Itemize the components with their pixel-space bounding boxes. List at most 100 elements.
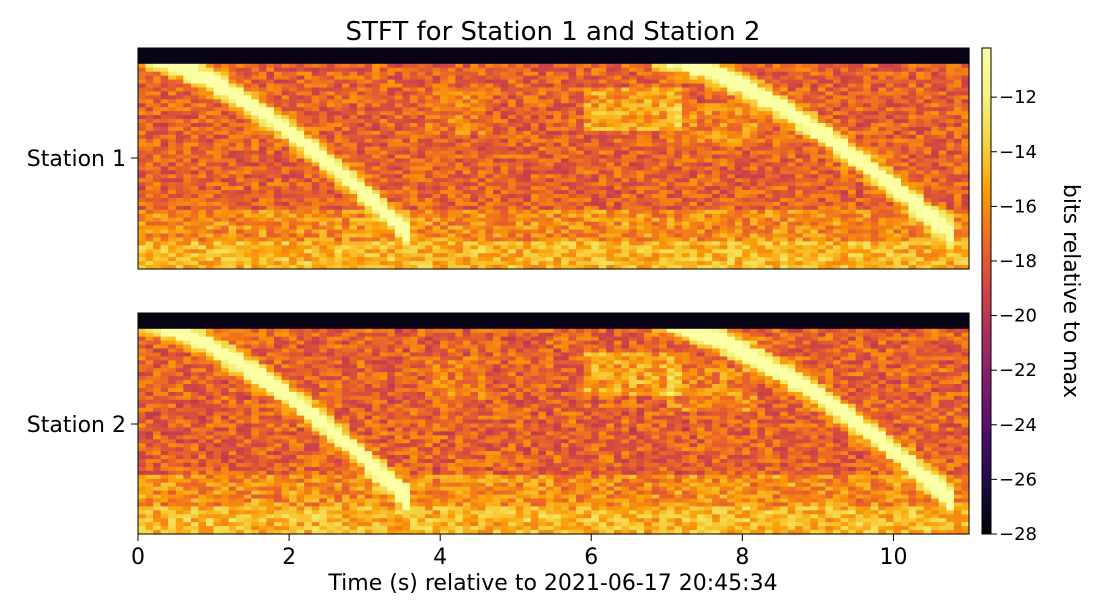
spectrogram-cell xyxy=(425,146,434,152)
spectrogram-cell xyxy=(213,249,222,254)
spectrogram-cell xyxy=(780,91,789,96)
spectrogram-cell xyxy=(168,174,177,179)
spectrogram-cell xyxy=(644,51,653,57)
spectrogram-cell xyxy=(251,75,260,81)
spectrogram-cell xyxy=(583,134,592,140)
spectrogram-cell xyxy=(621,130,630,136)
spectrogram-cell xyxy=(364,158,373,164)
spectrogram-cell xyxy=(266,166,275,171)
spectrogram-cell xyxy=(281,111,290,116)
spectrogram-cell xyxy=(598,205,607,211)
spectrogram-cell xyxy=(183,103,192,108)
spectrogram-cell xyxy=(561,95,570,100)
spectrogram-cell xyxy=(772,257,781,262)
spectrogram-cell xyxy=(795,138,804,144)
spectrogram-cell xyxy=(273,249,283,254)
spectrogram-cell xyxy=(689,63,698,69)
spectrogram-cell xyxy=(243,229,252,235)
spectrogram-cell xyxy=(266,257,275,262)
spectrogram-cell xyxy=(470,119,479,124)
spectrogram-cell xyxy=(425,59,434,65)
spectrogram-cell xyxy=(697,122,706,128)
spectrogram-cell xyxy=(598,111,607,116)
spectrogram-cell xyxy=(296,213,305,219)
spectrogram-cell xyxy=(372,257,381,262)
spectrogram-cell xyxy=(530,119,539,124)
spectrogram-cell xyxy=(228,213,237,219)
spectrogram-cell xyxy=(175,87,184,93)
spectrogram-cell xyxy=(213,194,222,199)
spectrogram-cell xyxy=(289,194,298,199)
spectrogram-cell xyxy=(394,166,403,171)
spectrogram-cell xyxy=(636,99,645,104)
spectrogram-cell xyxy=(243,91,252,96)
spectrogram-cell xyxy=(749,190,759,195)
spectrogram-cell xyxy=(243,130,252,136)
spectrogram-cell xyxy=(719,126,728,132)
spectrogram-cell xyxy=(372,158,381,164)
spectrogram-cell xyxy=(704,142,713,148)
spectrogram-cell xyxy=(160,194,169,199)
spectrogram-cell xyxy=(440,95,449,100)
spectrogram-cell xyxy=(493,209,502,215)
spectrogram-cell xyxy=(251,245,260,250)
spectrogram-cell xyxy=(175,249,184,254)
spectrogram-cell xyxy=(802,190,811,195)
spectrogram-cell xyxy=(258,253,268,258)
spectrogram-cell xyxy=(417,91,426,96)
spectrogram-cell xyxy=(772,261,781,266)
spectrogram-cell xyxy=(311,213,320,219)
spectrogram-cell xyxy=(168,51,177,57)
spectrogram-cell xyxy=(168,142,177,148)
spectrogram-cell xyxy=(704,99,713,104)
spectrogram-cell xyxy=(613,71,623,77)
spectrogram-cell xyxy=(651,257,660,262)
spectrogram-cell xyxy=(402,119,411,124)
spectrogram-cell xyxy=(138,261,147,266)
spectrogram-cell xyxy=(765,71,774,77)
spectrogram-cell xyxy=(576,122,585,128)
spectrogram-cell xyxy=(568,205,577,211)
spectrogram-cell xyxy=(311,154,320,160)
spectrogram-cell xyxy=(417,217,426,223)
spectrogram-cell xyxy=(258,261,268,266)
spectrogram-cell xyxy=(289,91,298,96)
spectrogram-cell xyxy=(221,99,230,104)
spectrogram-cell xyxy=(205,257,215,262)
spectrogram-cell xyxy=(477,170,487,175)
spectrogram-cell xyxy=(530,233,539,239)
spectrogram-cell xyxy=(341,146,351,152)
spectrogram-cell xyxy=(243,225,252,231)
spectrogram-cell xyxy=(387,71,396,77)
spectrogram-cell xyxy=(477,225,487,231)
spectrogram-cell xyxy=(757,87,766,93)
spectrogram-cell xyxy=(160,138,169,144)
spectrogram-cell xyxy=(379,51,388,57)
spectrogram-cell xyxy=(802,253,811,258)
spectrogram-cell xyxy=(523,237,532,242)
spectrogram-cell xyxy=(561,170,570,175)
spectrogram-cell xyxy=(357,166,366,171)
spectrogram-cell xyxy=(749,48,759,53)
spectrogram-cell xyxy=(727,134,736,140)
spectrogram-cell xyxy=(447,162,456,167)
spectrogram-cell xyxy=(175,233,184,239)
spectrogram-cell xyxy=(273,87,283,93)
spectrogram-cell xyxy=(515,91,524,96)
spectrogram-cell xyxy=(742,190,751,195)
spectrogram-cell xyxy=(409,178,419,183)
spectrogram-cell xyxy=(175,241,184,246)
spectrogram-cell xyxy=(681,166,691,171)
spectrogram-cell xyxy=(319,67,328,73)
spectrogram-cell xyxy=(364,241,373,246)
spectrogram-cell xyxy=(153,158,162,164)
spectrogram-cell xyxy=(636,261,645,266)
spectrogram-cell xyxy=(500,126,509,132)
spectrogram-cell xyxy=(697,134,706,140)
spectrogram-cell xyxy=(538,154,547,160)
spectrogram-cell xyxy=(636,122,645,128)
spectrogram-cell xyxy=(515,170,524,175)
spectrogram-cell xyxy=(266,75,275,81)
spectrogram-cell xyxy=(213,51,222,57)
